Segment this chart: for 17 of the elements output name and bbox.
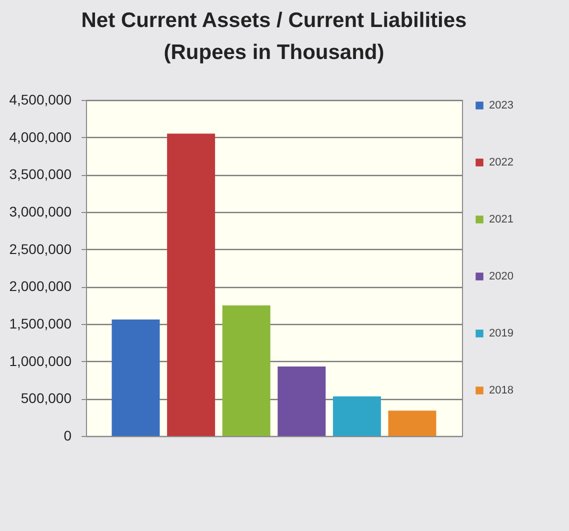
y-tick-label: 0 [64,428,72,444]
legend-label: 2023 [489,100,514,112]
legend-label: 2021 [489,214,514,226]
y-tick-label: 4,500,000 [9,92,72,108]
y-tick-label: 1,000,000 [9,352,72,369]
y-tick-label: 4,000,000 [9,128,72,145]
legend-label: 2018 [489,384,514,396]
chart-title: Net Current Assets / Current Liabilities (Rupees in Thousand) [81,9,467,64]
y-tick-label: 1,500,000 [9,316,72,332]
legend-label: 2020 [489,270,514,282]
legend-label: 2019 [489,328,514,340]
legend-label: 2022 [489,156,514,168]
y-tick-label: 2,500,000 [9,240,72,257]
y-tick-label: 3,000,000 [9,204,72,220]
y-tick-label: 2,000,000 [9,278,72,294]
y-tick-label: 500,000 [20,390,72,406]
y-tick-label: 3,500,000 [9,166,72,182]
